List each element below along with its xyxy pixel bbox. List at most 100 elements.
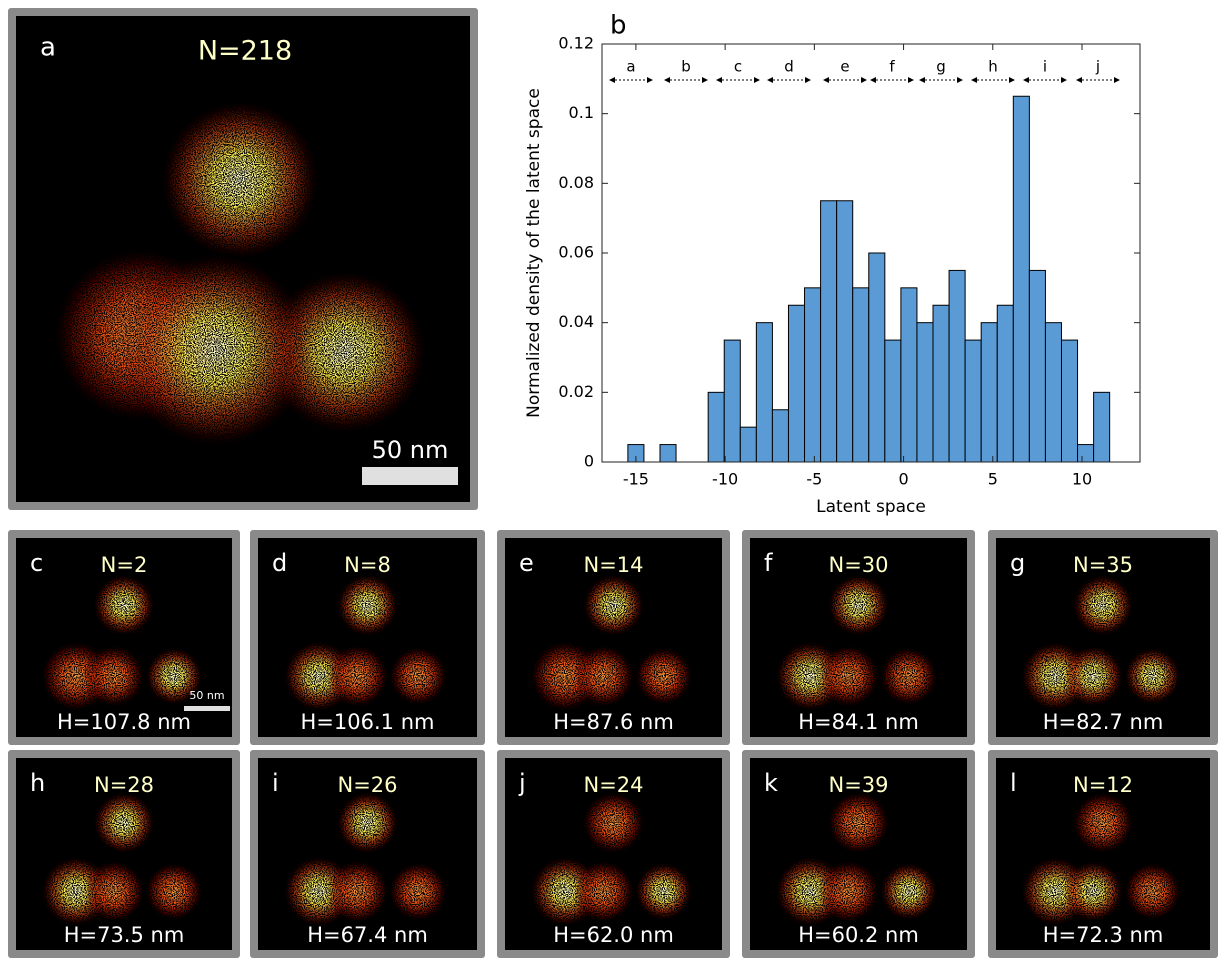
- region-label: f: [889, 58, 895, 76]
- count-label: N=30: [828, 553, 888, 577]
- scale-label: 50 nm: [189, 689, 224, 702]
- bar: [868, 252, 886, 463]
- emitter-cloud: [635, 648, 692, 705]
- y-tick-label: 0.12: [558, 34, 594, 53]
- region-label: d: [784, 58, 794, 76]
- count-label: N=26: [337, 773, 397, 797]
- panel-clouds: [531, 792, 692, 926]
- x-tick-label: 5: [988, 470, 998, 489]
- panel-clouds: [776, 575, 937, 711]
- count-label: N=218: [198, 36, 292, 67]
- count-label: N=35: [1073, 553, 1133, 577]
- y-axis-label: Normalized density of the latent space: [524, 88, 544, 418]
- scale-bar: [362, 467, 458, 485]
- bar: [804, 287, 822, 463]
- panel-clouds: [55, 102, 425, 445]
- height-label: H=82.7 nm: [1043, 710, 1164, 734]
- height-label: H=107.8 nm: [57, 710, 191, 734]
- emitter-cloud: [389, 863, 447, 920]
- region-label: a: [626, 58, 635, 76]
- height-label: H=87.6 nm: [553, 710, 674, 734]
- x-axis-label: Latent space: [816, 497, 926, 517]
- bar: [964, 339, 982, 463]
- panel-letter: j: [518, 769, 526, 797]
- region-label: h: [988, 58, 998, 76]
- region-label: g: [936, 58, 946, 76]
- count-label: N=39: [828, 773, 888, 797]
- height-label: H=62.0 nm: [553, 923, 674, 947]
- panel-letter: h: [30, 769, 45, 797]
- emitter-cloud: [337, 574, 398, 636]
- scale-bar: [184, 706, 230, 711]
- emitter-cloud: [1073, 575, 1133, 635]
- panel-letter: i: [272, 769, 279, 797]
- scale-label: 50 nm: [372, 436, 449, 464]
- count-label: N=8: [344, 553, 391, 577]
- emitter-cloud: [337, 792, 398, 854]
- panel-clouds: [531, 575, 692, 711]
- y-tick-label: 0.08: [558, 173, 594, 192]
- y-tick-label: 0.04: [558, 312, 594, 331]
- emitter-cloud: [828, 792, 889, 853]
- height-label: H=73.5 nm: [64, 923, 185, 947]
- emitter-cloud: [1124, 648, 1181, 704]
- region-label: i: [1043, 58, 1047, 76]
- count-label: N=14: [583, 553, 643, 577]
- height-label: H=67.4 nm: [307, 923, 428, 947]
- x-tick-label: -5: [806, 470, 822, 489]
- emitter-cloud: [146, 863, 202, 920]
- emitter-cloud: [389, 647, 447, 705]
- height-label: H=72.3 nm: [1043, 923, 1164, 947]
- emitter-cloud: [1073, 793, 1133, 853]
- x-tick-label: 0: [898, 470, 908, 489]
- emitter-cloud: [84, 861, 144, 922]
- emitter-cloud: [880, 648, 937, 705]
- panel-clouds: [1021, 575, 1181, 710]
- panel-clouds: [284, 792, 447, 926]
- bar: [707, 391, 725, 463]
- emitter-cloud: [1063, 861, 1123, 922]
- bar: [723, 339, 741, 463]
- panel-letter: e: [519, 549, 534, 577]
- bar: [1044, 322, 1062, 463]
- count-label: N=12: [1073, 773, 1133, 797]
- emitter-cloud: [1124, 863, 1181, 920]
- panel-clouds: [42, 575, 202, 711]
- panel-letter: l: [1010, 769, 1017, 797]
- bar: [1060, 339, 1079, 463]
- emitter-cloud: [326, 645, 388, 707]
- y-tick-label: 0.1: [569, 103, 594, 122]
- panel-letter: d: [272, 549, 287, 577]
- panel-letter: b: [610, 11, 627, 41]
- emitter-cloud: [583, 575, 644, 636]
- panel-letter: k: [764, 769, 778, 797]
- emitter-cloud: [120, 255, 310, 445]
- emitter-cloud: [94, 792, 154, 853]
- region-label: b: [681, 58, 691, 76]
- height-label: H=84.1 nm: [798, 710, 919, 734]
- x-tick-label: -10: [712, 470, 738, 489]
- height-label: H=60.2 nm: [798, 923, 919, 947]
- emitter-cloud: [84, 646, 144, 707]
- panel-clouds: [776, 792, 937, 926]
- emitter-cloud: [635, 863, 692, 920]
- emitter-cloud: [1063, 646, 1123, 706]
- bar: [739, 426, 757, 463]
- emitter-cloud: [94, 575, 154, 636]
- panel-letter: f: [764, 549, 773, 577]
- emitter-cloud: [162, 102, 318, 258]
- bar: [996, 304, 1014, 463]
- bar: [1012, 95, 1030, 463]
- bar: [1028, 269, 1046, 463]
- bar: [820, 200, 838, 463]
- bar: [948, 269, 966, 463]
- emitter-cloud: [326, 861, 388, 922]
- count-label: N=2: [101, 553, 148, 577]
- bar: [836, 200, 854, 463]
- emitter-cloud: [573, 646, 634, 707]
- count-label: N=28: [94, 773, 154, 797]
- y-tick-label: 0.06: [558, 243, 594, 262]
- bar: [1077, 444, 1095, 463]
